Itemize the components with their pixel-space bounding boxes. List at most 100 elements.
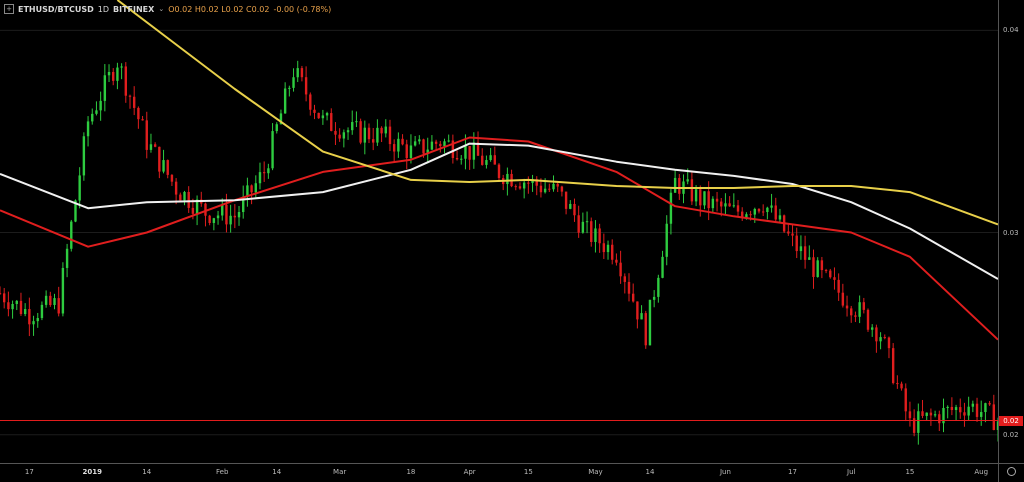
- candle: [397, 138, 400, 152]
- candle: [564, 191, 568, 209]
- candle: [774, 205, 777, 220]
- candle: [573, 203, 576, 216]
- candle: [221, 204, 224, 216]
- candle: [858, 302, 861, 317]
- candle: [439, 143, 442, 147]
- candle: [845, 305, 849, 309]
- candle: [812, 257, 815, 277]
- price-chart[interactable]: [0, 0, 1000, 463]
- candle: [862, 302, 866, 310]
- price-tick: 0.03: [1003, 228, 1019, 237]
- candle: [548, 188, 551, 190]
- candle: [929, 412, 933, 416]
- time-tick: 17: [788, 468, 797, 476]
- candle: [837, 279, 840, 293]
- candle: [262, 172, 266, 174]
- candle: [53, 298, 56, 306]
- candle: [376, 127, 379, 143]
- candle: [372, 139, 375, 143]
- candle: [808, 257, 811, 260]
- candle: [967, 406, 970, 416]
- candle: [246, 185, 249, 197]
- candle: [61, 267, 65, 314]
- candle: [267, 168, 270, 174]
- candle: [761, 211, 765, 213]
- candle: [556, 183, 559, 187]
- candle: [74, 200, 77, 222]
- candle: [489, 155, 492, 161]
- candle: [506, 173, 509, 185]
- candle: [946, 406, 949, 408]
- candle: [912, 418, 916, 433]
- candle: [174, 181, 178, 195]
- candle: [787, 231, 790, 234]
- price-axis[interactable]: 0.04 0.03 0.02 0.02: [998, 0, 1024, 463]
- candle: [212, 218, 216, 223]
- candle: [891, 348, 895, 384]
- time-tick: Jul: [847, 468, 856, 476]
- time-tick: 14: [645, 468, 655, 476]
- candle: [107, 71, 111, 76]
- candle: [657, 277, 660, 297]
- candle: [233, 215, 237, 218]
- candle: [728, 203, 731, 207]
- chevron-down-icon[interactable]: ⌄: [158, 5, 165, 13]
- candle: [170, 174, 174, 182]
- candle: [401, 138, 404, 145]
- candle: [166, 160, 169, 175]
- candle: [959, 407, 962, 413]
- chart-area[interactable]: + ETHUSD/BTCUSD 1D BITFINEX ⌄ O0.02 H0.0…: [0, 0, 1000, 463]
- time-tick: Jun: [719, 468, 731, 476]
- time-tick: Mar: [333, 468, 347, 476]
- candle: [791, 233, 794, 236]
- candle: [904, 388, 907, 412]
- candle: [648, 299, 652, 346]
- candle: [552, 183, 555, 190]
- time-tick: Feb: [216, 468, 229, 476]
- candle: [464, 146, 467, 159]
- candle: [334, 130, 337, 135]
- candle: [984, 403, 987, 413]
- candle: [980, 412, 983, 417]
- candle: [896, 383, 899, 385]
- candle: [527, 182, 530, 184]
- candle: [145, 120, 148, 150]
- candle: [841, 292, 845, 306]
- price-tick: 0.02: [1003, 430, 1019, 439]
- candle: [40, 304, 44, 319]
- candle: [724, 203, 727, 207]
- candle: [539, 185, 543, 193]
- candle: [652, 296, 656, 300]
- candle: [611, 244, 614, 260]
- candle: [678, 177, 681, 194]
- legend-symbol[interactable]: ETHUSD/BTCUSD: [18, 4, 94, 14]
- last-price-label: 0.02: [999, 415, 1023, 426]
- candle: [455, 157, 459, 160]
- candle: [363, 127, 367, 143]
- candle: [908, 411, 912, 419]
- time-tick: Aug: [974, 468, 989, 476]
- ma-line-red: [0, 136, 999, 341]
- candle: [44, 295, 48, 305]
- candle: [384, 126, 387, 134]
- candle: [644, 313, 647, 346]
- time-tick: 18: [406, 468, 416, 476]
- time-axis[interactable]: 17 2019 14 Feb 14 Mar 18 Apr 15 May 14 Jun 17 Jul 15 Au…: [0, 463, 998, 482]
- grid: [0, 29, 998, 436]
- time-tick: Apr: [463, 468, 476, 476]
- candle: [283, 88, 287, 114]
- candle: [569, 203, 572, 209]
- gear-icon[interactable]: [1007, 467, 1016, 476]
- candle: [472, 142, 476, 160]
- candle: [631, 293, 635, 302]
- candle: [0, 293, 2, 295]
- candle: [640, 313, 643, 320]
- candle: [183, 191, 186, 201]
- candle: [938, 414, 941, 424]
- candle: [128, 95, 132, 97]
- square-plus-icon[interactable]: +: [4, 4, 14, 14]
- candle: [86, 121, 90, 137]
- candle: [28, 309, 31, 325]
- candle: [694, 189, 698, 202]
- candle: [23, 309, 27, 315]
